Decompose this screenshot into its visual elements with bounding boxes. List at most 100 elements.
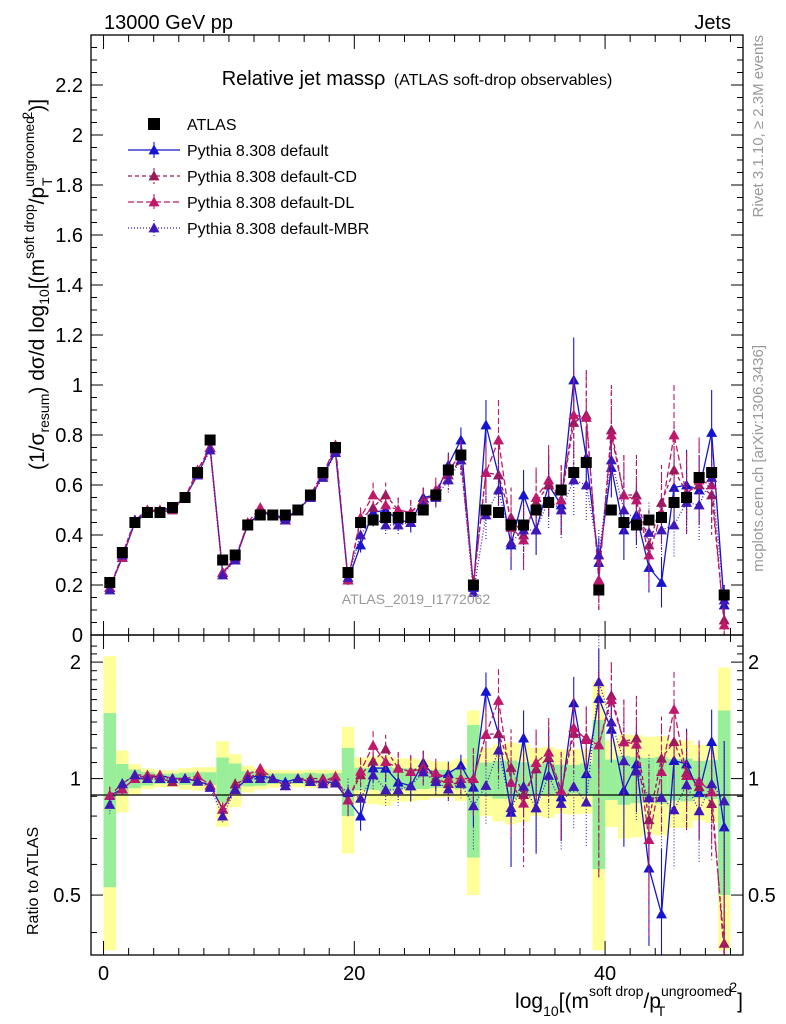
data-point xyxy=(493,507,504,518)
main-point xyxy=(355,529,367,540)
data-point xyxy=(580,457,592,468)
data-point xyxy=(342,567,354,578)
legend-marker xyxy=(148,196,160,207)
ratio-tick-label-right: 2 xyxy=(748,652,759,674)
header-left: 13000 GeV pp xyxy=(104,12,233,34)
ratio-point xyxy=(242,773,254,783)
y-tick-label: 1 xyxy=(72,375,83,397)
ratio-plot-frame xyxy=(90,634,744,956)
y-tick-label: 0.6 xyxy=(55,475,83,497)
main-point xyxy=(568,409,580,420)
data-point xyxy=(530,504,542,516)
main-point xyxy=(643,527,655,537)
data-point xyxy=(292,504,304,516)
data-point xyxy=(217,554,229,566)
y-tick-label: 0 xyxy=(72,625,83,647)
data-point xyxy=(505,519,517,531)
main-point xyxy=(656,524,667,535)
data-point xyxy=(254,509,266,521)
legend-label: Pythia 8.308 default xyxy=(187,143,329,160)
ratio-tick-label-left: 1 xyxy=(70,769,81,791)
ratio-point xyxy=(442,783,454,794)
legend-label: ATLAS xyxy=(187,117,237,134)
ratio-point xyxy=(330,770,341,781)
data-point xyxy=(467,579,479,591)
data-point xyxy=(430,489,442,501)
main-data xyxy=(104,434,730,601)
ratio-point xyxy=(392,784,404,795)
ratio-point xyxy=(706,778,718,789)
ratio-point xyxy=(518,732,530,743)
main-point xyxy=(480,419,492,430)
ratio-point xyxy=(467,800,479,811)
data-point xyxy=(656,512,667,523)
ratio-point xyxy=(706,736,718,747)
ratio-band-inner xyxy=(605,759,618,801)
ratio-point xyxy=(141,773,153,783)
ratio-point xyxy=(593,676,605,687)
data-point xyxy=(116,547,128,558)
main-point xyxy=(668,519,680,530)
data-point xyxy=(455,449,467,461)
data-point xyxy=(355,517,367,528)
legend-label: Pythia 8.308 default-CD xyxy=(187,169,357,186)
ratio-point xyxy=(330,777,341,788)
main-point xyxy=(718,619,730,630)
y-axis-label: (1/σresum) dσ/d log10[(msoft drop/pungro… xyxy=(19,99,55,470)
ratio-point xyxy=(204,781,216,792)
ratio-point xyxy=(480,685,492,696)
y-tick-label: 0.8 xyxy=(55,425,83,447)
data-point xyxy=(518,519,530,531)
ratio-point xyxy=(480,779,492,790)
x-tick-label: 40 xyxy=(594,963,616,985)
data-point xyxy=(593,584,605,596)
main-point xyxy=(568,417,580,427)
y-tick-label: 1.8 xyxy=(55,175,83,197)
ratio-point xyxy=(229,783,241,794)
y-tick-label: 1.4 xyxy=(55,275,83,297)
data-point xyxy=(681,492,693,503)
legend-label: Pythia 8.308 default-MBR xyxy=(187,221,369,238)
legend-marker xyxy=(148,222,160,233)
ratio-y-axis-label: Ratio to ATLAS xyxy=(25,827,42,935)
ratio-point xyxy=(505,802,517,813)
ratio-point xyxy=(493,694,504,705)
ratio-point xyxy=(718,795,730,806)
data-point xyxy=(279,509,291,521)
main-point xyxy=(530,497,542,507)
data-point xyxy=(405,512,417,523)
main-point xyxy=(580,479,592,490)
legend-label: Pythia 8.308 default-DL xyxy=(187,195,354,212)
ratio-tick-label-right: 1 xyxy=(748,769,759,791)
y-tick-label: 1.2 xyxy=(55,325,83,347)
ratio-series-line xyxy=(109,681,725,818)
legend-marker xyxy=(148,144,160,155)
main-point xyxy=(480,467,492,477)
ratio-point xyxy=(430,776,442,787)
data-point xyxy=(693,472,705,483)
data-point xyxy=(330,442,341,453)
ratio-point xyxy=(380,784,392,795)
data-point xyxy=(179,492,191,503)
main-point xyxy=(605,454,617,465)
ratio-point xyxy=(417,766,429,777)
data-point xyxy=(204,434,216,446)
data-point xyxy=(229,549,241,561)
y-tick-label: 2.2 xyxy=(55,75,83,97)
ratio-band-inner xyxy=(492,760,505,799)
x-tick-label: 0 xyxy=(98,963,109,985)
header-right: Jets xyxy=(694,12,731,34)
axes: 0 0.2 0.4 0.6 0.8 1 1.2 1.4 1.6 1.8 2 2.2 0 20 40 0.5 0.… xyxy=(53,35,776,985)
data-point xyxy=(317,467,329,478)
chart-title-sub: (ATLAS soft-drop observables) xyxy=(394,72,612,89)
y-tick-label: 0.2 xyxy=(55,575,83,597)
data-point xyxy=(192,467,204,478)
ratio-point xyxy=(342,794,354,805)
data-point xyxy=(668,497,680,508)
ratio-tick-label-left: 2 xyxy=(70,652,81,674)
y-tick-label: 2 xyxy=(72,125,83,147)
y-tick-label: 1.6 xyxy=(55,225,83,247)
ratio-point xyxy=(154,773,166,783)
ratio-band-inner xyxy=(203,772,217,786)
ratio-series-line xyxy=(109,697,725,956)
